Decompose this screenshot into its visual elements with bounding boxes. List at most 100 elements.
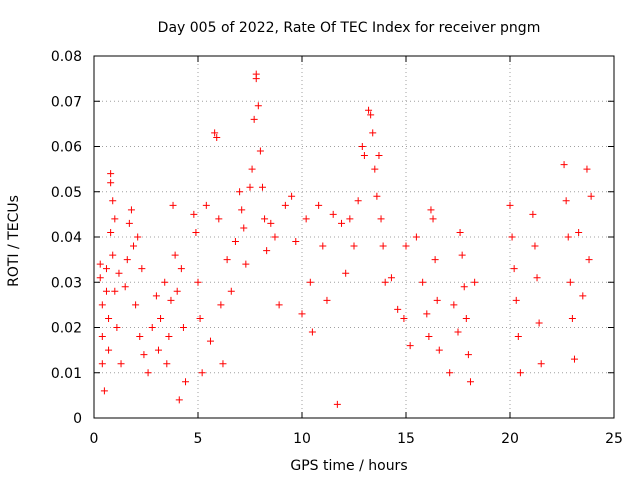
data-point — [429, 215, 437, 223]
data-point — [458, 251, 466, 259]
data-point — [196, 314, 204, 322]
data-point — [412, 233, 420, 241]
x-tick-label: 10 — [293, 431, 311, 447]
data-point — [217, 301, 225, 309]
data-point — [240, 224, 248, 232]
data-point — [107, 170, 115, 178]
data-point — [431, 256, 439, 264]
data-point — [238, 206, 246, 214]
y-tick-label: 0.07 — [51, 94, 82, 110]
data-point — [152, 292, 160, 300]
x-tick-label: 0 — [90, 431, 99, 447]
data-point — [96, 260, 104, 268]
data-point — [215, 215, 223, 223]
data-point — [560, 161, 568, 169]
data-point — [246, 183, 254, 191]
data-point — [454, 328, 462, 336]
data-point — [375, 152, 383, 160]
data-point — [107, 179, 115, 187]
data-point — [583, 165, 591, 173]
data-point — [387, 274, 395, 282]
data-point — [379, 242, 387, 250]
data-point — [198, 369, 206, 377]
data-point — [125, 219, 133, 227]
data-point — [171, 251, 179, 259]
data-point — [107, 228, 115, 236]
data-point — [346, 215, 354, 223]
grid — [94, 56, 614, 418]
data-point — [425, 333, 433, 341]
data-point — [134, 233, 142, 241]
data-point — [587, 192, 595, 200]
data-point — [111, 215, 119, 223]
data-point — [177, 265, 185, 273]
data-point — [406, 342, 414, 350]
data-point — [98, 333, 106, 341]
data-point — [105, 346, 113, 354]
data-point — [138, 265, 146, 273]
data-point — [516, 369, 524, 377]
data-point — [514, 333, 522, 341]
data-point — [400, 314, 408, 322]
data-point — [562, 197, 570, 205]
data-point — [531, 242, 539, 250]
data-point — [140, 351, 148, 359]
data-point — [148, 324, 156, 331]
y-tick-label: 0.01 — [51, 366, 82, 382]
chart-title: Day 005 of 2022, Rate Of TEC Index for r… — [158, 20, 541, 36]
data-point — [165, 333, 173, 341]
data-point — [111, 287, 119, 295]
data-point — [121, 283, 129, 291]
data-point — [227, 287, 235, 295]
data-point — [354, 197, 362, 205]
data-point — [115, 269, 123, 277]
data-point — [175, 396, 183, 404]
data-point — [402, 242, 410, 250]
y-tick-label: 0.02 — [51, 321, 82, 337]
x-tick-label: 5 — [194, 431, 203, 447]
data-point — [433, 296, 441, 304]
data-point — [113, 324, 121, 331]
data-point — [254, 102, 262, 110]
data-point — [163, 360, 171, 368]
data-point — [394, 305, 402, 313]
data-point — [302, 215, 310, 223]
data-point — [236, 188, 244, 196]
data-point — [263, 247, 271, 255]
data-point — [338, 219, 346, 227]
data-point — [323, 296, 331, 304]
data-point — [506, 201, 514, 209]
data-point — [288, 192, 296, 200]
data-point — [377, 215, 385, 223]
x-axis-label: GPS time / hours — [290, 458, 407, 474]
data-point — [127, 206, 135, 214]
y-tick-label: 0.06 — [51, 140, 82, 156]
data-point — [192, 228, 200, 236]
y-tick-label: 0.05 — [51, 185, 82, 201]
y-tick-label: 0.08 — [51, 49, 82, 65]
data-point — [342, 269, 350, 277]
data-point — [292, 238, 300, 246]
data-point — [371, 165, 379, 173]
data-point — [109, 197, 117, 205]
data-point — [102, 287, 110, 295]
data-point — [102, 265, 110, 273]
plot-frame — [93, 55, 615, 419]
data-point — [464, 351, 472, 359]
data-point — [529, 210, 537, 218]
data-point — [258, 183, 266, 191]
data-point — [231, 238, 239, 246]
data-point — [169, 201, 177, 209]
data-point — [250, 115, 258, 123]
data-point — [281, 201, 289, 209]
data-point — [450, 301, 458, 309]
data-point — [419, 278, 427, 286]
data-point — [435, 346, 443, 354]
data-point — [242, 260, 250, 268]
data-point — [466, 378, 474, 386]
data-point — [223, 256, 231, 264]
y-tick-label: 0.03 — [51, 275, 82, 291]
data-point — [202, 201, 210, 209]
data-point — [367, 111, 375, 119]
